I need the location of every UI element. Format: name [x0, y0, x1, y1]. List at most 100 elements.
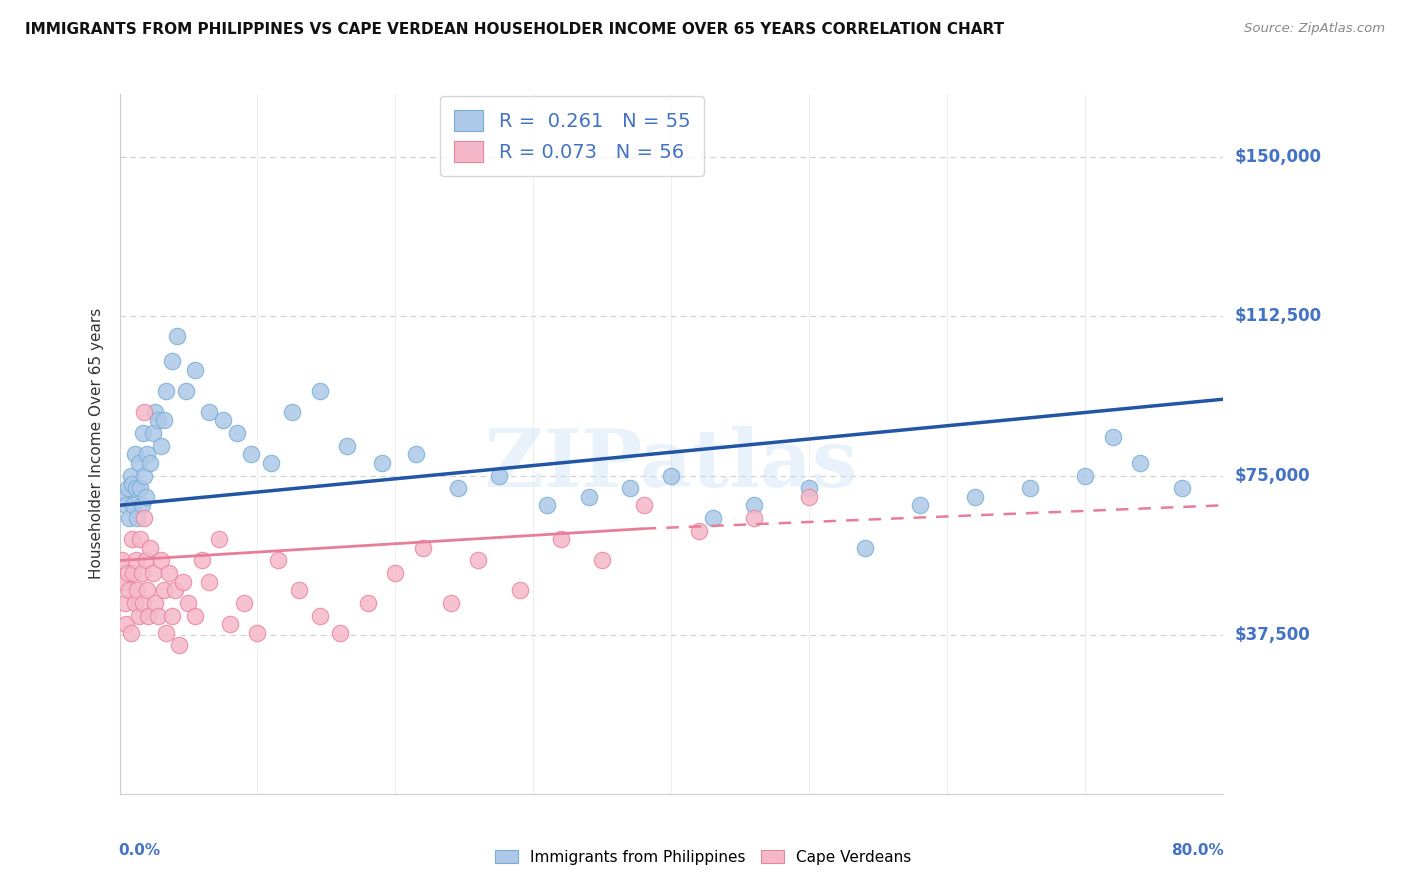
- Point: [142, 426, 165, 441]
- Point: [799, 481, 821, 495]
- Point: [742, 511, 765, 525]
- Point: [177, 596, 200, 610]
- Point: [135, 490, 157, 504]
- Point: [139, 541, 162, 555]
- Point: [115, 498, 138, 512]
- Point: [135, 553, 157, 567]
- Point: [167, 638, 190, 652]
- Point: [125, 553, 148, 567]
- Point: [219, 617, 242, 632]
- Point: [114, 596, 136, 610]
- Point: [134, 405, 156, 419]
- Point: [702, 511, 724, 525]
- Point: [149, 553, 172, 567]
- Point: [688, 524, 710, 538]
- Point: [1074, 468, 1097, 483]
- Text: $112,500: $112,500: [1234, 308, 1322, 326]
- Point: [329, 625, 352, 640]
- Point: [357, 596, 380, 610]
- Point: [145, 405, 167, 419]
- Point: [172, 574, 194, 589]
- Point: [160, 354, 183, 368]
- Point: [184, 608, 207, 623]
- Point: [127, 511, 149, 525]
- Point: [591, 553, 613, 567]
- Point: [124, 447, 146, 461]
- Point: [163, 583, 186, 598]
- Point: [174, 384, 197, 398]
- Point: [152, 583, 174, 598]
- Point: [115, 617, 138, 632]
- Point: [742, 498, 765, 512]
- Point: [127, 583, 149, 598]
- Point: [120, 468, 142, 483]
- Point: [853, 541, 876, 555]
- Point: [439, 596, 461, 610]
- Point: [405, 447, 427, 461]
- Point: [157, 566, 180, 581]
- Point: [121, 477, 143, 491]
- Point: [488, 468, 510, 483]
- Point: [132, 596, 155, 610]
- Point: [155, 625, 177, 640]
- Point: [908, 498, 931, 512]
- Point: [117, 566, 139, 581]
- Point: [281, 405, 304, 419]
- Point: [619, 481, 641, 495]
- Point: [125, 481, 148, 495]
- Text: $75,000: $75,000: [1234, 467, 1310, 484]
- Point: [131, 566, 153, 581]
- Point: [128, 456, 150, 470]
- Text: 80.0%: 80.0%: [1171, 843, 1225, 858]
- Point: [118, 511, 141, 525]
- Point: [146, 608, 169, 623]
- Point: [198, 574, 221, 589]
- Point: [111, 553, 134, 567]
- Point: [370, 456, 392, 470]
- Point: [578, 490, 600, 504]
- Point: [112, 490, 135, 504]
- Point: [963, 490, 986, 504]
- Point: [208, 533, 231, 547]
- Point: [536, 498, 558, 512]
- Point: [260, 456, 283, 470]
- Point: [799, 490, 821, 504]
- Point: [129, 481, 152, 495]
- Point: [288, 583, 311, 598]
- Point: [134, 468, 156, 483]
- Point: [191, 553, 214, 567]
- Point: [308, 608, 330, 623]
- Point: [132, 426, 155, 441]
- Point: [232, 596, 254, 610]
- Point: [149, 439, 172, 453]
- Point: [225, 426, 247, 441]
- Point: [160, 608, 183, 623]
- Text: 0.0%: 0.0%: [118, 843, 160, 858]
- Point: [138, 608, 160, 623]
- Point: [1171, 481, 1194, 495]
- Text: ZIPatlas: ZIPatlas: [485, 425, 858, 504]
- Point: [308, 384, 330, 398]
- Point: [509, 583, 531, 598]
- Point: [112, 574, 135, 589]
- Point: [122, 566, 145, 581]
- Point: [1102, 430, 1125, 444]
- Point: [384, 566, 406, 581]
- Point: [118, 583, 141, 598]
- Point: [136, 447, 159, 461]
- Point: [661, 468, 683, 483]
- Point: [166, 328, 188, 343]
- Point: [336, 439, 359, 453]
- Point: [146, 413, 169, 427]
- Point: [633, 498, 655, 512]
- Text: Source: ZipAtlas.com: Source: ZipAtlas.com: [1244, 22, 1385, 36]
- Point: [145, 596, 167, 610]
- Text: IMMIGRANTS FROM PHILIPPINES VS CAPE VERDEAN HOUSEHOLDER INCOME OVER 65 YEARS COR: IMMIGRANTS FROM PHILIPPINES VS CAPE VERD…: [25, 22, 1004, 37]
- Point: [121, 533, 143, 547]
- Point: [120, 625, 142, 640]
- Point: [142, 566, 165, 581]
- Y-axis label: Householder Income Over 65 years: Householder Income Over 65 years: [89, 308, 104, 580]
- Point: [139, 456, 162, 470]
- Legend: R =  0.261   N = 55, R = 0.073   N = 56: R = 0.261 N = 55, R = 0.073 N = 56: [440, 96, 704, 176]
- Point: [136, 583, 159, 598]
